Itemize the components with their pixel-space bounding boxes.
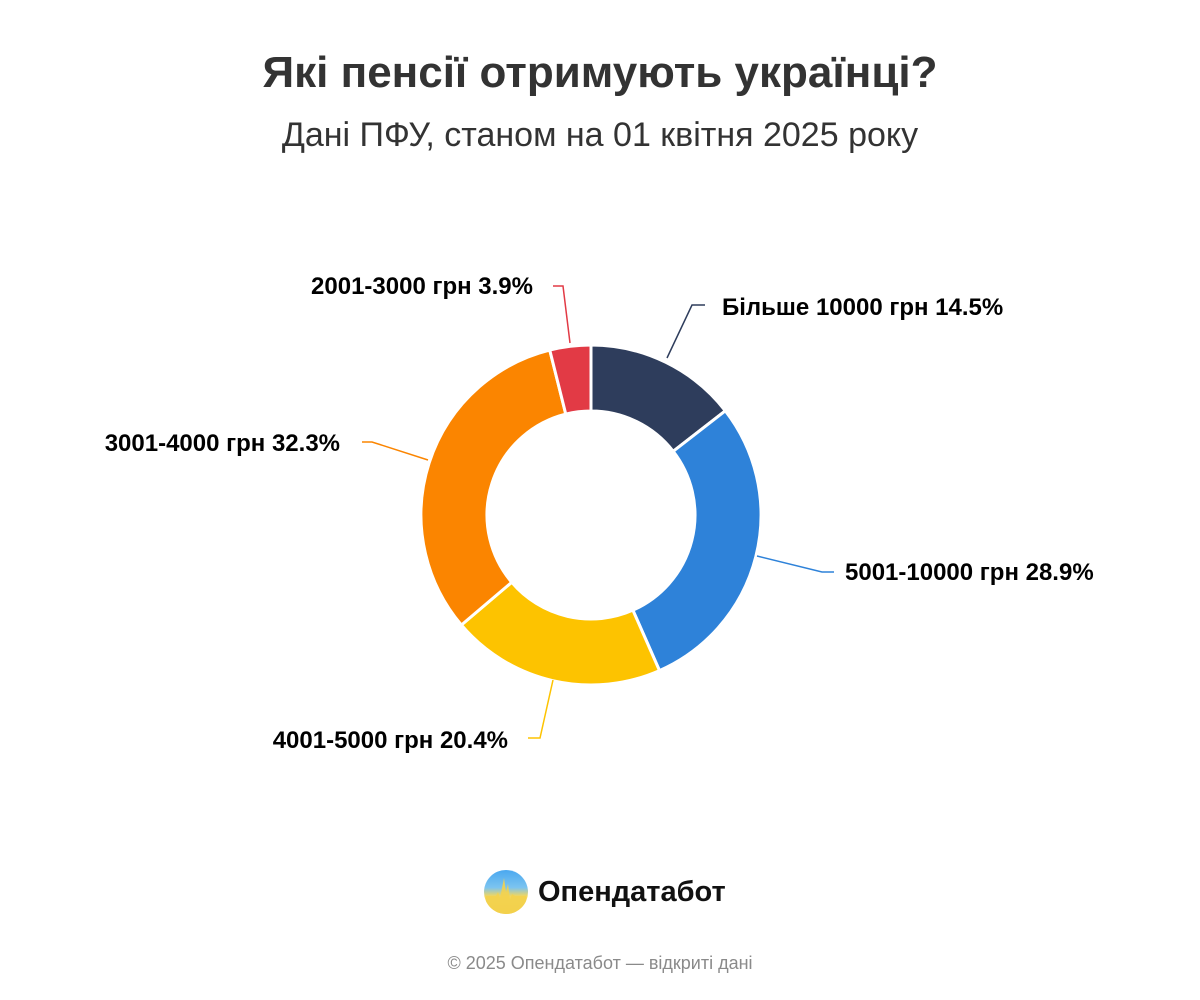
label-slice-1: 5001-10000 грн 28.9%: [845, 559, 1094, 586]
leader-line-4: [553, 285, 571, 344]
logo-text: Опендатабот: [538, 875, 726, 908]
chart-subtitle: Дані ПФУ, станом на 01 квітня 2025 року: [281, 116, 919, 154]
chart-title: Які пенсії отримують українці?: [262, 48, 938, 97]
donut-slice-2: [459, 580, 661, 687]
label-slice-0: Більше 10000 грн 14.5%: [722, 294, 1004, 321]
leader-line-1: [756, 555, 834, 573]
leader-line-2: [528, 679, 554, 739]
donut-slice-3: [419, 348, 568, 627]
footer-copyright: © 2025 Опендатабот — відкриті дані: [447, 953, 753, 973]
leader-line-0: [666, 304, 705, 359]
donut-slice-4: [548, 343, 593, 416]
leader-line-3: [362, 441, 429, 461]
label-slice-3: 3001-4000 грн 32.3%: [104, 430, 340, 457]
donut-slice-1: [631, 409, 763, 673]
label-slice-2: 4001-5000 грн 20.4%: [272, 727, 508, 754]
brand-logo: Опендатабот: [484, 870, 726, 914]
opendatabot-logo-icon: [484, 870, 528, 914]
label-slice-4: 2001-3000 грн 3.9%: [311, 273, 533, 300]
